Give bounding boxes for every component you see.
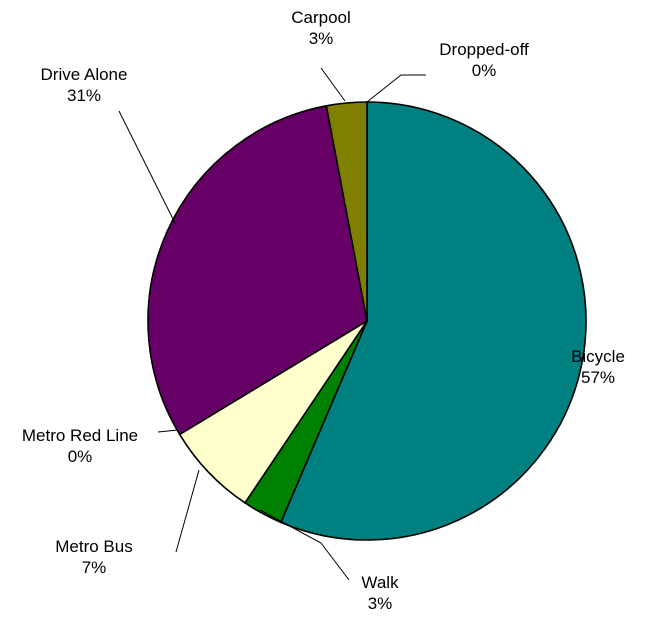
slice-label-percent: 0% [68, 447, 93, 466]
slice-label-name: Bicycle [571, 347, 625, 366]
slice-label-name: Carpool [291, 8, 351, 27]
leader-line-dropped-off [366, 74, 426, 103]
slice-label-walk: Walk 3% [361, 573, 399, 613]
slice-label-percent: 0% [472, 61, 497, 80]
slice-label-drive-alone: Drive Alone 31% [41, 65, 128, 105]
slice-label-name: Metro Bus [55, 537, 132, 556]
labels-layer: Bicycle 57% Walk 3% Metro Bus 7% Metro Red Lin… [22, 8, 625, 613]
slice-label-name: Drive Alone [41, 65, 128, 84]
slice-label-name: Metro Red Line [22, 426, 138, 445]
slice-drive-alone [147, 104, 368, 436]
slice-label-bicycle: Bicycle 57% [571, 347, 625, 387]
slices-layer [147, 101, 587, 541]
slice-label-metro-bus: Metro Bus 7% [55, 537, 132, 577]
slice-label-percent: 3% [368, 594, 393, 613]
slice-label-percent: 57% [581, 368, 615, 387]
leaders-layer [118, 67, 426, 581]
slice-label-percent: 7% [82, 558, 107, 577]
leader-line-drive-alone [118, 110, 177, 226]
slice-label-name: Walk [361, 573, 399, 592]
leader-line-walk [259, 509, 350, 581]
slice-label-name: Dropped-off [439, 40, 529, 59]
slice-carpool [325, 101, 368, 322]
leader-line-metro-red-line [157, 429, 179, 433]
slice-bicycle [279, 101, 587, 541]
slice-label-percent: 3% [309, 29, 334, 48]
slice-label-metro-red-line: Metro Red Line 0% [22, 426, 138, 466]
leader-line-carpool [320, 67, 346, 102]
slice-label-carpool: Carpool 3% [291, 8, 351, 48]
slice-label-dropped-off: Dropped-off 0% [439, 40, 529, 80]
slice-label-percent: 31% [67, 86, 101, 105]
leader-line-metro-bus [175, 469, 200, 553]
